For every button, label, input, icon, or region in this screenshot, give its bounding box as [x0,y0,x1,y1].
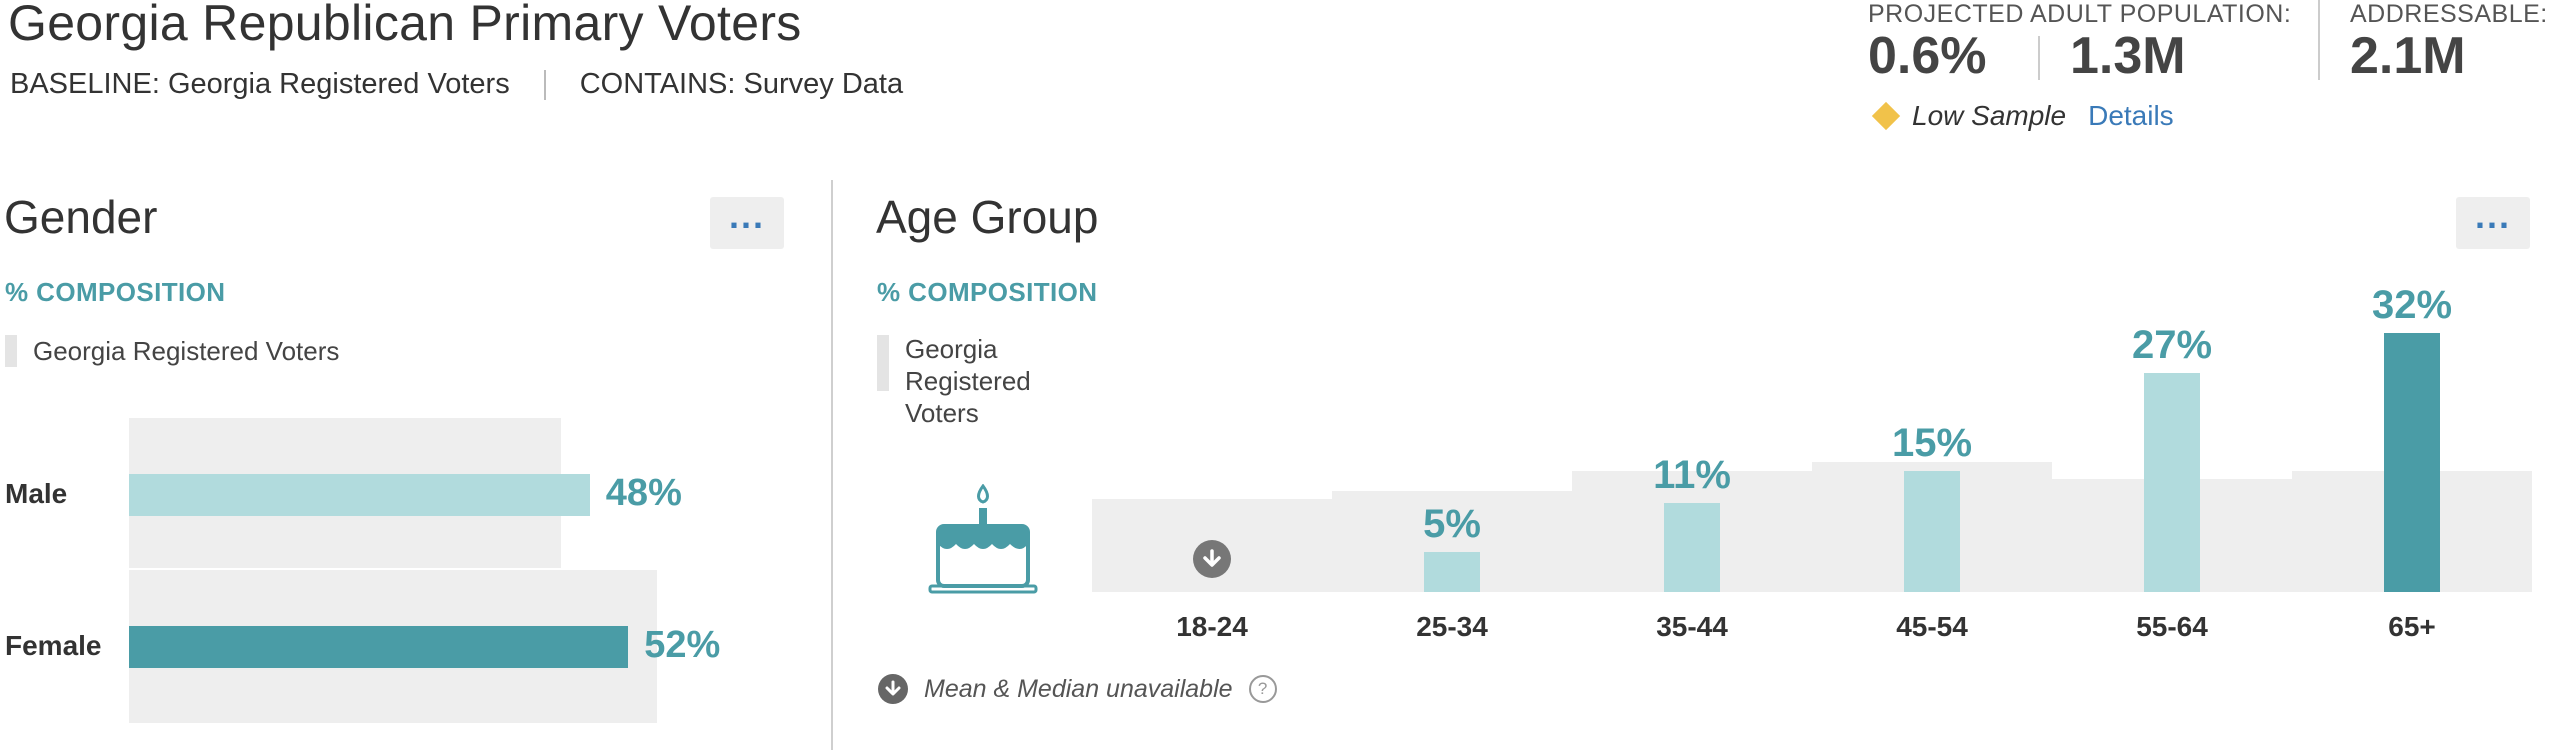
gender-composition-label: % COMPOSITION [5,277,226,307]
gender-category-label: Female [5,630,102,661]
arrow-down-circle-icon [1193,540,1231,578]
age-category-label: 65+ [2388,611,2436,642]
age-category-label: 35-44 [1656,611,1728,642]
gender-value-label: 52% [644,624,721,666]
age-bar [1424,551,1480,592]
age-panel-title: Age Group [876,191,1099,243]
age-bar [2144,373,2200,592]
meta-divider [543,69,546,100]
page-title: Georgia Republican Primary Voters [8,0,802,51]
age-composition-label: % COMPOSITION [877,277,1098,307]
contains-label: CONTAINS: Survey Data [579,68,904,100]
stat-divider-2 [2318,0,2320,80]
age-bar [2384,332,2440,592]
age-more-button[interactable]: ... [2456,197,2530,249]
gender-legend-swatch [5,335,17,367]
age-value-label: 32% [2371,282,2453,327]
gender-value-label: 48% [605,472,682,514]
age-value-label: 5% [1423,501,1481,546]
projected-population-label: PROJECTED ADULT POPULATION: [1868,0,2292,28]
age-bar [1904,470,1960,592]
gender-bar [129,474,590,516]
gender-bar [129,626,629,668]
age-bar [1664,502,1720,592]
ellipsis-icon: ... [2474,195,2511,236]
mean-median-note: Mean & Median unavailable ? [878,674,1277,704]
warning-diamond-icon [1871,101,1901,131]
details-link[interactable]: Details [2088,100,2174,131]
arrow-down-circle-icon [878,674,908,704]
gender-more-button[interactable]: ... [710,197,784,249]
low-sample-label: Low Sample [1912,100,2067,131]
mean-median-text: Mean & Median unavailable [924,674,1233,703]
age-category-label: 18-24 [1176,611,1248,642]
panel-divider [831,180,833,750]
gender-panel-title: Gender [4,191,158,243]
gender-legend-label: Georgia Registered Voters [33,336,340,366]
birthday-cake-icon [928,484,1038,594]
gender-category-label: Male [5,478,68,509]
age-category-label: 55-64 [2136,611,2208,642]
age-category-label: 45-54 [1896,611,1968,642]
age-value-label: 27% [2131,323,2213,368]
age-legend-swatch [877,335,889,391]
help-icon[interactable]: ? [1248,675,1277,703]
stat-divider [2038,36,2040,80]
projected-population-pct: 0.6% [1868,27,1987,85]
age-value-label: 15% [1891,420,1973,465]
low-sample-notice: Low Sample Details [1870,100,2174,132]
age-legend-label: Georgia Registered Voters [905,334,1031,428]
ellipsis-icon: ... [728,195,765,236]
baseline-label: BASELINE: Georgia Registered Voters [10,68,510,100]
projected-population-count: 1.3M [2070,27,2186,85]
addressable-label: ADDRESSABLE: [2350,0,2548,28]
audience-meta: BASELINE: Georgia Registered Voters CONT… [10,68,903,101]
age-value-label: 11% [1653,452,1731,497]
addressable-value: 2.1M [2350,27,2466,85]
age-category-label: 25-34 [1416,611,1488,642]
